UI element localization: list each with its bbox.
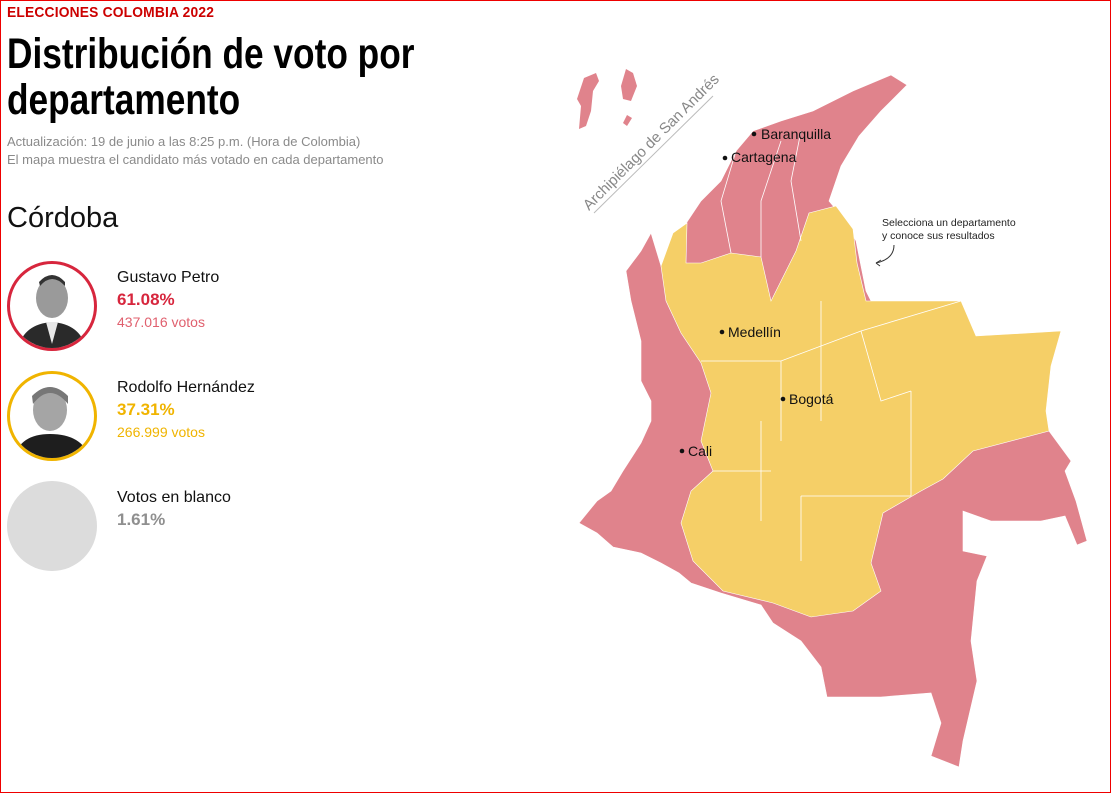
city-cali[interactable]: Cali: [679, 443, 712, 459]
candidate-name: Gustavo Petro: [117, 269, 220, 286]
candidate-votes: 266.999 votos: [117, 424, 205, 440]
city-dot-icon: [751, 131, 757, 137]
candidate-percent: 61.08%: [117, 290, 175, 309]
selected-department: Córdoba: [7, 202, 119, 234]
city-label: Baranquilla: [761, 126, 831, 142]
city-label: Bogotá: [789, 391, 834, 407]
san-andres-island[interactable]: [577, 73, 599, 129]
page-title: Distribución de voto por departamento: [7, 31, 466, 123]
map-hint-line2: y conoce sus resultados: [882, 230, 995, 242]
city-baranquilla[interactable]: Baranquilla: [751, 126, 832, 142]
department-borders: [701, 130, 962, 561]
update-time: Actualización: 19 de junio a las 8:25 p.…: [7, 134, 361, 149]
curved-arrow-icon: [875, 244, 895, 264]
blank-votes: Votos en blanco 1.61%: [7, 481, 307, 573]
kicker: ELECCIONES COLOMBIA 2022: [7, 4, 215, 21]
blank-label: Votos en blanco: [117, 489, 231, 506]
city-label: Cartagena: [731, 149, 797, 165]
candidate-percent: 37.31%: [117, 400, 175, 419]
title-line-2: departamento: [7, 76, 241, 124]
city-label: Cali: [688, 443, 712, 459]
archipelago-divider: [593, 95, 714, 214]
avatar-hernandez: [7, 371, 97, 461]
archipelago-label: Archipiélago de San Andrés: [580, 71, 723, 214]
person-photo-icon: [14, 387, 90, 458]
city-dot-icon: [780, 396, 786, 402]
providencia-island[interactable]: [621, 69, 637, 101]
city-dot-icon: [679, 448, 685, 454]
arrow-head-icon: [875, 259, 882, 267]
person-photo-icon: [18, 275, 86, 348]
candidate-hernandez: Rodolfo Hernández 37.31% 266.999 votos: [7, 371, 307, 463]
city-cartagena[interactable]: Cartagena: [722, 149, 797, 165]
city-bogota[interactable]: Bogotá: [780, 391, 834, 407]
map-hint-line1: Selecciona un departamento: [882, 217, 1016, 229]
blank-circle: [7, 481, 97, 571]
title-line-1: Distribución de voto por: [7, 30, 415, 78]
city-label: Medellín: [728, 324, 781, 340]
city-dot-icon: [722, 155, 728, 161]
city-dot-icon: [719, 329, 725, 335]
city-medellin[interactable]: Medellín: [719, 324, 781, 340]
avatar-petro: [7, 261, 97, 351]
island-small: [623, 115, 632, 126]
candidate-votes: 437.016 votos: [117, 314, 205, 330]
map-description: El mapa muestra el candidato más votado …: [7, 152, 384, 167]
candidate-name: Rodolfo Hernández: [117, 379, 255, 396]
candidate-petro: Gustavo Petro 61.08% 437.016 votos: [7, 261, 307, 353]
blank-percent: 1.61%: [117, 510, 166, 529]
